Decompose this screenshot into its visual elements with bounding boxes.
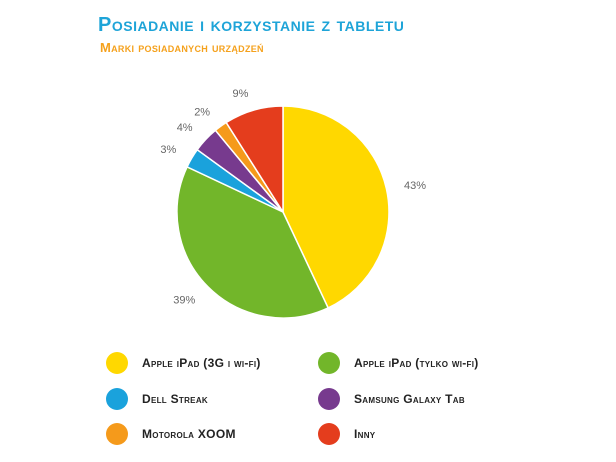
pie-slice	[282, 105, 390, 309]
legend-label: Apple iPad (3G i wi-fi)	[142, 356, 261, 370]
legend-label: Samsung Galaxy Tab	[354, 392, 465, 406]
legend-swatch	[318, 423, 340, 445]
pie-value-label: 2%	[194, 107, 210, 119]
pie-slices	[176, 105, 390, 319]
pie-value-label: 4%	[177, 122, 193, 134]
pie-slice	[225, 105, 284, 215]
legend-swatch	[106, 352, 128, 374]
legend-label: Dell Streak	[142, 392, 208, 406]
pie-value-label: 39%	[173, 295, 195, 307]
pie-value-label: 3%	[160, 144, 176, 156]
legend-label: Inny	[354, 427, 376, 441]
pie-chart: 43% 39% 3%4%2% 9%	[160, 88, 426, 319]
legend-item-dell-streak: Dell Streak	[106, 388, 208, 410]
pie-value-label: 9%	[232, 88, 248, 100]
legend-label: Apple iPad (tylko wi-fi)	[354, 356, 479, 370]
legend-label: Motorola XOOM	[142, 427, 236, 441]
chart-legend: Apple iPad (3G i wi-fi) Apple iPad (tylk…	[106, 352, 536, 452]
chart-subtitle: Marki posiadanych urządzeń	[100, 40, 264, 55]
legend-swatch	[318, 388, 340, 410]
legend-swatch	[318, 352, 340, 374]
chart-title: Posiadanie i korzystanie z tabletu	[98, 14, 405, 36]
legend-item-apple-ipad-wifi: Apple iPad (tylko wi-fi)	[318, 352, 479, 374]
pie-value-label: 43%	[404, 180, 426, 192]
legend-item-apple-ipad-3g: Apple iPad (3G i wi-fi)	[106, 352, 261, 374]
legend-item-inny: Inny	[318, 423, 375, 445]
legend-swatch	[106, 423, 128, 445]
pie-slice	[176, 165, 330, 319]
legend-item-motorola-xoom: Motorola XOOM	[106, 423, 236, 445]
pie-value-labels: 43% 39% 3%4%2% 9%	[160, 88, 426, 307]
legend-swatch	[106, 388, 128, 410]
legend-item-samsung-galaxy-tab: Samsung Galaxy Tab	[318, 388, 465, 410]
